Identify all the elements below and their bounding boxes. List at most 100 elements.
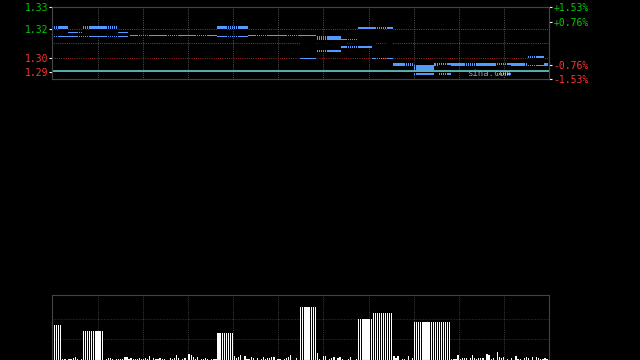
Bar [244,356,246,360]
Bar [503,65,504,73]
Bar [161,359,163,360]
Bar [81,359,82,360]
Bar [284,36,285,37]
Bar [284,35,285,37]
Bar [397,356,399,360]
Bar [145,36,147,37]
Bar [223,29,225,36]
Bar [412,63,413,66]
Bar [447,322,449,360]
Bar [294,36,296,37]
Bar [95,330,97,360]
Bar [466,357,467,360]
Bar [480,358,481,360]
Bar [488,63,490,66]
Bar [497,65,498,73]
Bar [461,63,463,66]
Bar [453,359,454,360]
Bar [172,36,173,37]
Bar [352,40,353,46]
Bar [198,35,200,37]
Bar [424,71,426,73]
Bar [319,40,320,50]
Bar [422,71,424,73]
Bar [321,36,323,52]
Bar [246,29,248,36]
Bar [348,39,349,48]
Bar [532,58,533,65]
Bar [271,35,273,37]
Bar [403,63,405,66]
Bar [438,63,440,75]
Bar [209,36,211,37]
Bar [97,26,99,37]
Bar [244,29,246,36]
Bar [348,359,349,360]
Bar [91,330,92,360]
Bar [308,36,310,58]
Bar [354,40,355,46]
Bar [503,63,504,75]
Bar [72,358,74,360]
Bar [364,29,366,46]
Bar [58,325,60,360]
Bar [273,36,275,37]
Bar [439,322,440,360]
Bar [401,359,403,360]
Bar [131,35,132,37]
Bar [111,29,113,36]
Bar [93,330,95,360]
Bar [195,36,196,37]
Bar [176,35,177,37]
Bar [62,359,63,360]
Bar [155,36,157,37]
Bar [484,63,486,66]
Bar [438,65,440,73]
Bar [52,26,53,37]
Bar [250,35,252,37]
Bar [66,26,68,37]
Bar [178,358,179,360]
Bar [122,32,124,37]
Bar [52,325,53,360]
Bar [139,36,140,37]
Bar [349,40,351,46]
Bar [111,26,113,37]
Bar [230,26,231,37]
Bar [522,63,523,66]
Bar [205,36,207,37]
Bar [60,325,61,360]
Bar [180,36,182,37]
Bar [463,63,465,66]
Bar [321,40,323,50]
Bar [240,355,241,360]
Bar [147,36,148,37]
Bar [132,35,134,37]
Bar [232,333,233,360]
Bar [275,36,276,37]
Bar [480,63,482,66]
Bar [470,63,471,66]
Bar [143,359,144,360]
Bar [116,26,118,37]
Bar [161,35,163,37]
Bar [389,313,390,360]
Bar [74,33,76,36]
Bar [89,29,90,36]
Bar [304,35,306,59]
Bar [60,29,61,36]
Bar [333,40,335,50]
Bar [369,319,370,360]
Bar [277,36,279,37]
Bar [99,29,101,36]
Bar [56,325,57,360]
Bar [356,359,357,360]
Bar [89,330,90,360]
Bar [314,35,316,59]
Bar [120,32,122,37]
Bar [412,358,413,360]
Bar [269,36,271,37]
Bar [126,357,127,360]
Bar [304,307,305,360]
Bar [536,357,538,360]
